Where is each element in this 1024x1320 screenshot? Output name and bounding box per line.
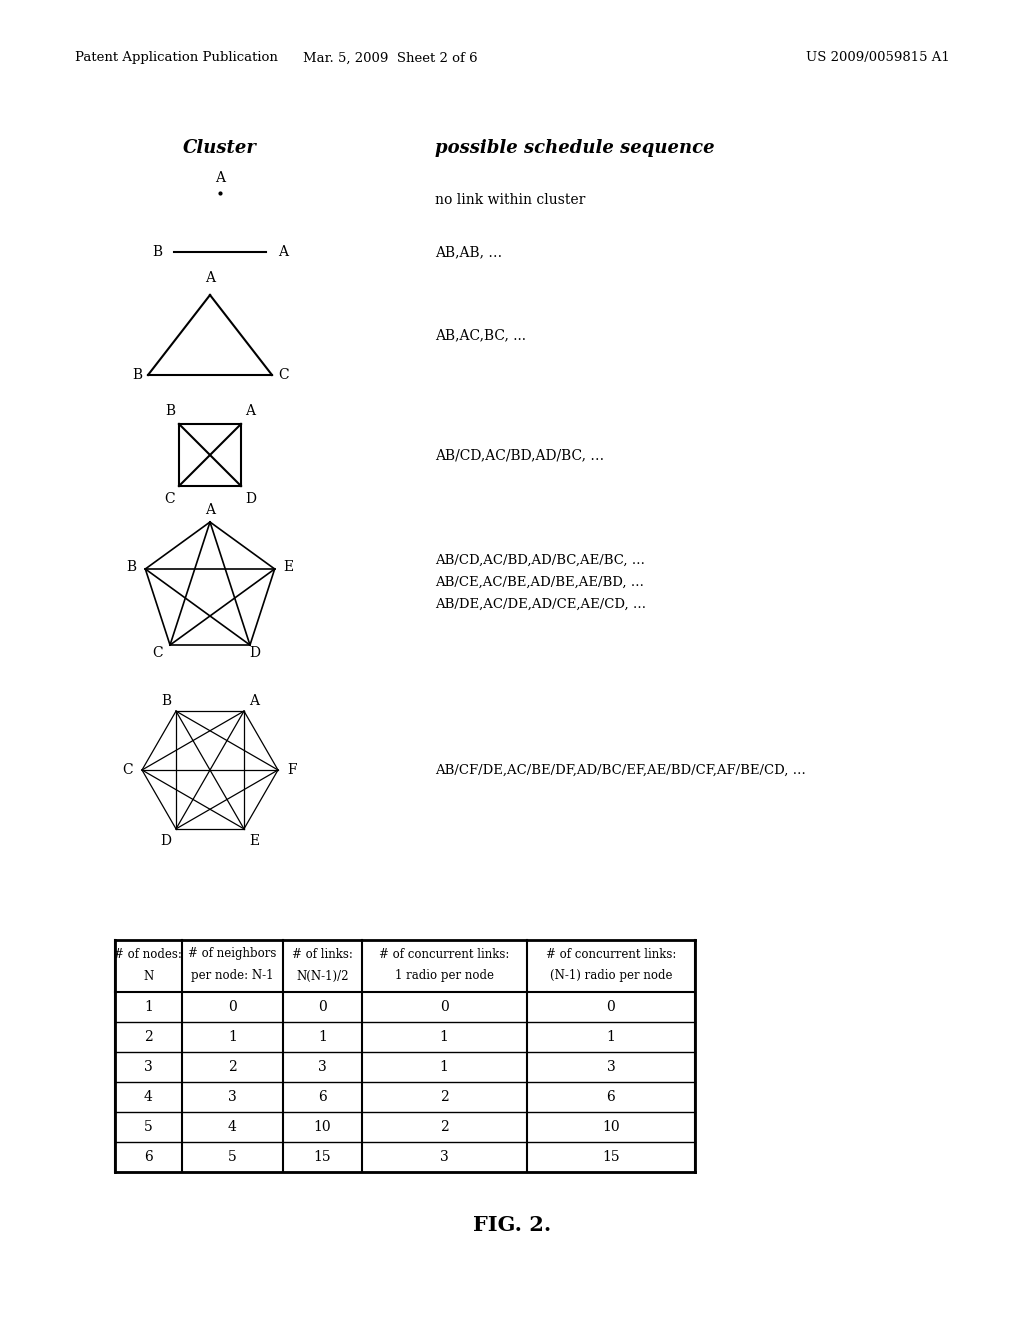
Text: N: N xyxy=(143,969,154,982)
Text: per node: N-1: per node: N-1 xyxy=(191,969,273,982)
Text: # of concurrent links:: # of concurrent links: xyxy=(546,948,676,961)
Text: # of nodes:: # of nodes: xyxy=(115,948,182,961)
Text: US 2009/0059815 A1: US 2009/0059815 A1 xyxy=(806,51,950,65)
Text: N(N-1)/2: N(N-1)/2 xyxy=(296,969,348,982)
Text: Patent Application Publication: Patent Application Publication xyxy=(75,51,278,65)
Text: possible schedule sequence: possible schedule sequence xyxy=(435,139,715,157)
Text: B: B xyxy=(165,404,175,418)
Text: E: E xyxy=(284,560,294,574)
Text: A: A xyxy=(205,271,215,285)
Text: C: C xyxy=(123,763,133,777)
Text: 6: 6 xyxy=(606,1090,615,1104)
Text: F: F xyxy=(287,763,297,777)
Text: A: A xyxy=(205,503,215,517)
Text: C: C xyxy=(278,368,289,381)
Text: Cluster: Cluster xyxy=(183,139,257,157)
Text: B: B xyxy=(161,694,171,708)
Text: D: D xyxy=(245,492,256,506)
Text: 4: 4 xyxy=(228,1119,237,1134)
Text: C: C xyxy=(165,492,175,506)
Text: AB/CE,AC/BE,AD/BE,AE/BD, …: AB/CE,AC/BE,AD/BE,AE/BD, … xyxy=(435,576,644,589)
Text: B: B xyxy=(126,560,136,574)
Text: 1: 1 xyxy=(439,1030,449,1044)
Text: D: D xyxy=(250,645,260,660)
Text: B: B xyxy=(152,246,162,259)
Text: 0: 0 xyxy=(439,1001,449,1014)
Text: 2: 2 xyxy=(439,1119,449,1134)
Text: AB,AB, …: AB,AB, … xyxy=(435,246,502,259)
Text: 2: 2 xyxy=(144,1030,153,1044)
Text: 6: 6 xyxy=(144,1150,153,1164)
Text: 0: 0 xyxy=(318,1001,327,1014)
Text: 3: 3 xyxy=(318,1060,327,1074)
Text: 15: 15 xyxy=(602,1150,620,1164)
Text: D: D xyxy=(161,834,171,847)
Text: C: C xyxy=(153,645,164,660)
Text: 1: 1 xyxy=(606,1030,615,1044)
Text: A: A xyxy=(245,404,255,418)
Text: 0: 0 xyxy=(606,1001,615,1014)
Text: B: B xyxy=(132,368,142,381)
Text: 1: 1 xyxy=(228,1030,237,1044)
Text: 1: 1 xyxy=(317,1030,327,1044)
Text: AB/CD,AC/BD,AD/BC,AE/BC, …: AB/CD,AC/BD,AD/BC,AE/BC, … xyxy=(435,553,645,566)
Text: 10: 10 xyxy=(313,1119,331,1134)
Text: 3: 3 xyxy=(606,1060,615,1074)
Text: 1: 1 xyxy=(144,1001,153,1014)
Text: FIG. 2.: FIG. 2. xyxy=(473,1214,551,1236)
Text: 6: 6 xyxy=(318,1090,327,1104)
Text: AB/CF/DE,AC/BE/DF,AD/BC/EF,AE/BD/CF,AF/BE/CD, …: AB/CF/DE,AC/BE/DF,AD/BC/EF,AE/BD/CF,AF/B… xyxy=(435,763,806,776)
Text: # of concurrent links:: # of concurrent links: xyxy=(379,948,509,961)
Text: # of neighbors: # of neighbors xyxy=(188,948,276,961)
Text: AB,AC,BC, ...: AB,AC,BC, ... xyxy=(435,327,526,342)
Text: 3: 3 xyxy=(144,1060,153,1074)
Text: 4: 4 xyxy=(144,1090,153,1104)
Text: 2: 2 xyxy=(439,1090,449,1104)
Text: 5: 5 xyxy=(144,1119,153,1134)
Text: E: E xyxy=(249,834,259,847)
Text: A: A xyxy=(215,172,225,185)
Text: A: A xyxy=(249,694,259,708)
Text: 1 radio per node: 1 radio per node xyxy=(394,969,494,982)
Text: 3: 3 xyxy=(439,1150,449,1164)
Text: # of links:: # of links: xyxy=(292,948,353,961)
Text: AB/DE,AC/DE,AD/CE,AE/CD, …: AB/DE,AC/DE,AD/CE,AE/CD, … xyxy=(435,598,646,610)
Text: 5: 5 xyxy=(228,1150,237,1164)
Text: no link within cluster: no link within cluster xyxy=(435,193,586,207)
Text: 2: 2 xyxy=(228,1060,237,1074)
Text: 15: 15 xyxy=(313,1150,331,1164)
Text: AB/CD,AC/BD,AD/BC, …: AB/CD,AC/BD,AD/BC, … xyxy=(435,447,604,462)
Text: 3: 3 xyxy=(228,1090,237,1104)
Text: 10: 10 xyxy=(602,1119,620,1134)
Text: (N-1) radio per node: (N-1) radio per node xyxy=(550,969,672,982)
Text: A: A xyxy=(278,246,288,259)
Text: 0: 0 xyxy=(228,1001,237,1014)
Text: Mar. 5, 2009  Sheet 2 of 6: Mar. 5, 2009 Sheet 2 of 6 xyxy=(303,51,477,65)
Text: 1: 1 xyxy=(439,1060,449,1074)
